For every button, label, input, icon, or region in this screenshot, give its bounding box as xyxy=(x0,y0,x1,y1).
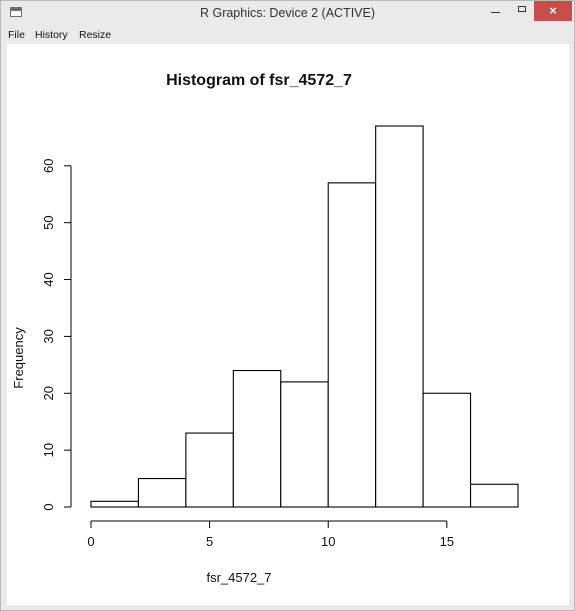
menu-file[interactable]: File xyxy=(8,29,25,41)
histogram-bar xyxy=(90,500,139,508)
plot-canvas: Histogram of fsr_4572_7 fsr_4572_7 Frequ… xyxy=(7,44,569,605)
histogram-bar xyxy=(232,369,282,508)
close-button[interactable]: × xyxy=(534,1,572,21)
histogram-bar xyxy=(280,381,329,508)
chart-title: Histogram of fsr_4572_7 xyxy=(166,72,352,89)
y-axis: 0 10 20 30 40 50 60 xyxy=(41,159,72,511)
menu-resize[interactable]: Resize xyxy=(79,29,112,41)
histogram-bar xyxy=(375,125,424,508)
window-title: R Graphics: Device 2 (ACTIVE) xyxy=(199,6,376,20)
y-tick-label: 30 xyxy=(41,329,56,343)
y-tick-label: 60 xyxy=(41,159,56,173)
y-tick-label: 10 xyxy=(41,443,56,457)
x-tick-label: 0 xyxy=(87,534,94,549)
x-axis-label: fsr_4572_7 xyxy=(206,570,271,585)
histogram-bar xyxy=(327,182,377,508)
y-tick-label: 50 xyxy=(41,215,56,229)
x-tick-label: 5 xyxy=(206,534,213,549)
maximize-icon xyxy=(518,6,526,12)
histogram-bar xyxy=(137,478,187,508)
minimize-icon xyxy=(490,12,500,13)
y-tick-label: 40 xyxy=(41,272,56,286)
x-axis: 0 5 10 15 xyxy=(87,520,454,549)
bars-group xyxy=(90,125,519,508)
minimize-button[interactable] xyxy=(481,1,509,21)
title-bar[interactable]: R Graphics: Device 2 (ACTIVE) × xyxy=(1,1,574,27)
x-tick-label: 10 xyxy=(321,534,335,549)
window-icon xyxy=(10,7,22,17)
y-tick-label: 20 xyxy=(41,386,56,400)
y-axis-label: Frequency xyxy=(11,327,26,389)
maximize-button[interactable] xyxy=(509,1,535,21)
histogram-bar xyxy=(470,483,519,508)
y-tick-label: 0 xyxy=(41,503,56,510)
menu-history[interactable]: History xyxy=(35,29,68,41)
histogram-bar xyxy=(422,392,472,508)
histogram-bar xyxy=(185,432,234,508)
menu-bar: File History Resize xyxy=(1,27,574,44)
histogram-plot: Histogram of fsr_4572_7 fsr_4572_7 Frequ… xyxy=(11,72,519,585)
x-tick-label: 15 xyxy=(440,534,454,549)
